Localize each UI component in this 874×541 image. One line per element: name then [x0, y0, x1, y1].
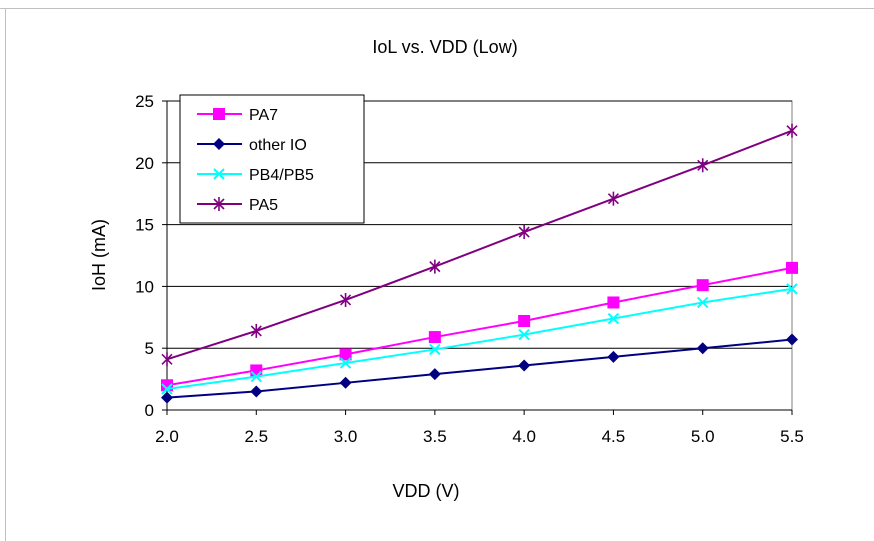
data-point-pa7 — [607, 296, 620, 309]
series-line-other-io — [166, 338, 793, 399]
y-axis-title: IoH (mA) — [89, 219, 109, 291]
frame-left-border — [5, 8, 6, 541]
x-tick-label: 5.0 — [691, 427, 715, 446]
series-line-pa5 — [166, 129, 793, 361]
x-tick-label: 3.5 — [423, 427, 447, 446]
data-point-other-io — [250, 385, 263, 398]
legend-label-pa7: PA7 — [249, 107, 278, 124]
legend-label-pa5: PA5 — [249, 197, 278, 214]
data-point-pb4-pb5 — [161, 383, 173, 395]
data-point-pb4-pb5 — [697, 296, 709, 309]
x-tick-label: 3.0 — [334, 427, 358, 446]
data-point-pa7 — [696, 279, 709, 292]
legend-marker-pa7 — [213, 108, 225, 120]
data-point-pa5 — [340, 292, 352, 307]
data-point-pa5 — [607, 191, 619, 206]
data-point-other-io — [428, 368, 441, 381]
data-point-pa5 — [518, 225, 530, 240]
x-tick-label: 4.0 — [512, 427, 536, 446]
legend-marker-pa5 — [213, 197, 225, 211]
y-tick-label: 25 — [135, 92, 154, 111]
data-point-pb4-pb5 — [786, 283, 798, 295]
series-line-pa7 — [166, 266, 793, 387]
data-point-pa5 — [429, 259, 441, 274]
y-tick-label: 5 — [145, 339, 154, 358]
x-axis-title: VDD (V) — [393, 481, 460, 501]
x-tick-label: 4.5 — [602, 427, 626, 446]
data-point-other-io — [161, 391, 173, 404]
data-point-other-io — [696, 342, 709, 355]
data-point-pb4-pb5 — [250, 370, 262, 383]
data-point-pa7 — [339, 348, 352, 361]
frame-top-border — [0, 8, 874, 9]
y-tick-label: 10 — [135, 277, 154, 296]
data-point-pa7 — [428, 331, 441, 344]
y-tick-label: 15 — [135, 216, 154, 235]
data-point-pb4-pb5 — [429, 343, 441, 356]
data-point-pa5 — [786, 123, 798, 138]
y-tick-label: 20 — [135, 154, 154, 173]
data-point-pb4-pb5 — [607, 312, 620, 325]
data-point-pa7 — [786, 261, 798, 274]
data-point-pa5 — [697, 158, 709, 173]
data-point-pb4-pb5 — [518, 328, 530, 341]
x-tick-label: 5.5 — [780, 427, 804, 446]
data-point-pa7 — [518, 315, 531, 328]
legend-label-pb4-pb5: PB4/PB5 — [249, 167, 314, 184]
series-line-pb4-pb5 — [166, 287, 793, 390]
data-point-other-io — [518, 359, 531, 372]
legend-label-other-io: other IO — [249, 137, 307, 154]
data-point-other-io — [339, 376, 352, 389]
data-point-pa5 — [250, 323, 262, 338]
chart-title: IoL vs. VDD (Low) — [372, 37, 517, 57]
data-point-pb4-pb5 — [339, 357, 352, 369]
data-point-pa5 — [161, 352, 173, 367]
legend-marker-pb4-pb5 — [213, 168, 225, 180]
x-tick-label: 2.5 — [244, 427, 268, 446]
legend-marker-other-io — [213, 138, 225, 150]
data-point-other-io — [607, 350, 620, 363]
data-point-pa7 — [250, 364, 263, 377]
data-point-other-io — [786, 333, 798, 346]
y-tick-label: 0 — [145, 401, 154, 420]
legend — [179, 94, 365, 224]
x-tick-label: 2.0 — [155, 427, 179, 446]
